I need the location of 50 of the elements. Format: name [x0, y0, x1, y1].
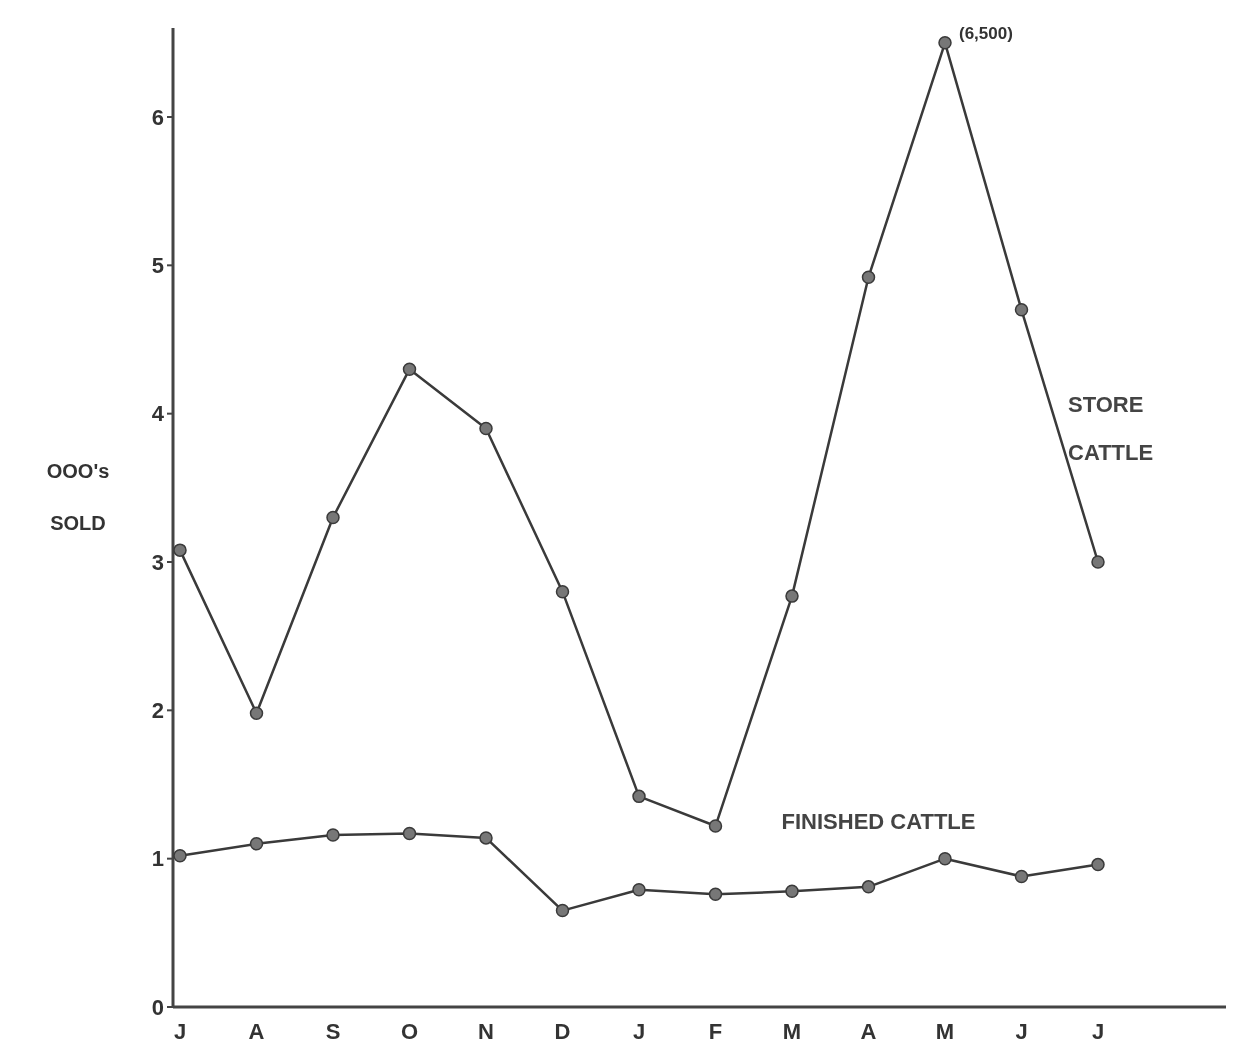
x-tick-label: O	[400, 1019, 419, 1044]
point	[785, 884, 799, 899]
series-label: STORE CATTLE	[1068, 392, 1154, 465]
y-tick-label: 2	[151, 698, 164, 724]
point	[1014, 303, 1029, 317]
x-tick-label: S	[325, 1019, 341, 1044]
x-tick-label: J	[1015, 1019, 1028, 1044]
point	[708, 819, 723, 833]
point	[1091, 555, 1105, 569]
x-tick-label: F	[708, 1019, 723, 1044]
x-tick-label: J	[632, 1019, 646, 1044]
y-tick-label: 6	[151, 104, 164, 130]
point	[249, 706, 264, 721]
point	[1091, 857, 1105, 872]
x-tick-label: N	[478, 1019, 494, 1044]
y-tick-label: 1	[151, 846, 164, 872]
y-tick-label: 4	[151, 401, 165, 427]
x-tick-label: A	[860, 1019, 877, 1044]
point	[326, 510, 340, 525]
point	[632, 883, 646, 897]
point	[402, 826, 417, 841]
point	[479, 421, 493, 436]
text: OOO's SOLD	[46, 460, 110, 534]
series-label: FINISHED CATTLE	[781, 808, 976, 834]
x-tick-label: M	[782, 1019, 802, 1044]
x-tick-label: J	[1091, 1019, 1105, 1044]
annotation: (6,500)	[959, 23, 1013, 43]
y-tick-label: 0	[151, 994, 164, 1020]
point	[938, 851, 952, 866]
point	[632, 789, 646, 804]
point	[1014, 869, 1029, 884]
point	[173, 848, 187, 863]
x-tick-label: J	[173, 1019, 187, 1044]
y-tick-label: 3	[151, 549, 164, 575]
point	[555, 584, 570, 599]
point	[326, 828, 340, 842]
x-tick-label: D	[554, 1019, 571, 1044]
point	[861, 270, 876, 284]
x-tick-label: M	[935, 1019, 955, 1044]
point	[861, 880, 876, 894]
point	[249, 837, 264, 851]
y-tick-label: 5	[151, 253, 164, 279]
point	[402, 362, 417, 376]
point	[555, 903, 570, 918]
point	[938, 36, 952, 50]
point	[785, 589, 799, 603]
point	[479, 831, 493, 845]
point	[173, 543, 187, 557]
x-tick-label: A	[248, 1019, 265, 1044]
point	[708, 887, 723, 902]
